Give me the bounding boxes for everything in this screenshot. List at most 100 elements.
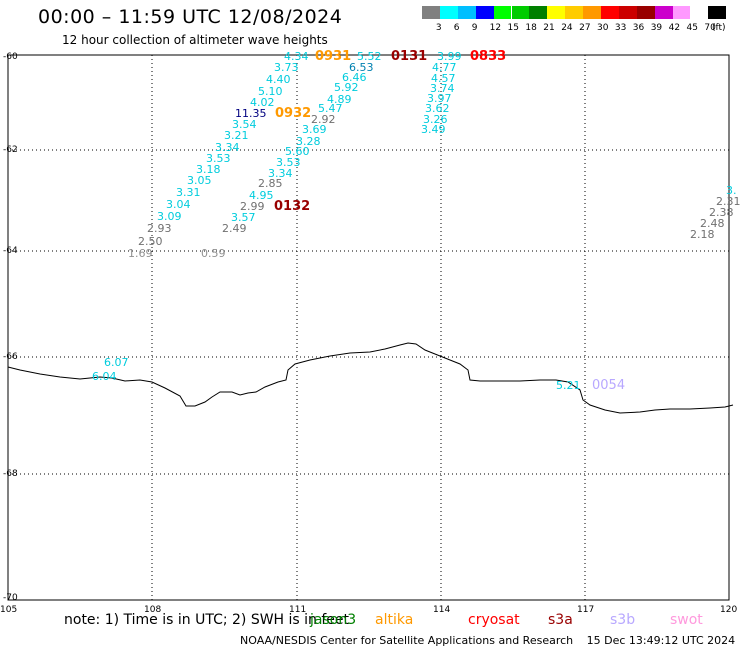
colorbar-swatch [583, 6, 601, 19]
wave-height-value: 3.69 [302, 123, 327, 136]
colorbar-tick-label: 15 [507, 23, 519, 33]
wave-height-value: 2.50 [138, 235, 163, 248]
wave-height-value: 5.21 [556, 379, 581, 392]
credit-org: NOAA/NESDIS Center for Satellite Applica… [240, 634, 574, 647]
colorbar-tick-label: 6 [453, 23, 460, 33]
wave-height-value: 3. [726, 184, 737, 197]
colorbar-swatch [618, 6, 637, 19]
colorbar-tick-label: 12 [489, 23, 502, 33]
wave-height-value: 4.89 [327, 93, 352, 106]
colorbar-tick-label: 3 [435, 23, 442, 33]
satellite-legend-item: swot [670, 612, 703, 628]
wave-height-value: 5.92 [334, 81, 359, 94]
wave-height-value: 3.04 [166, 198, 191, 211]
antarctic-coastline [7, 342, 734, 414]
longitude-label: 114 [433, 605, 451, 615]
wave-height-value: 2.85 [258, 177, 283, 190]
latitude-label: -68 [3, 469, 18, 479]
colorbar-tick-label: 30 [597, 23, 609, 33]
wave-height-value: 2.18 [690, 228, 715, 241]
colorbar-swatch [601, 6, 619, 19]
colorbar-swatch [565, 6, 584, 19]
pass-time-label: 0833 [470, 49, 507, 64]
pass-time-label: 0131 [391, 49, 428, 64]
wave-height-value: 3.74 [430, 82, 455, 95]
wave-height-value: 3.97 [427, 92, 452, 105]
wave-height-value: 4.77 [432, 61, 457, 74]
wave-height-value: 3.62 [425, 102, 450, 115]
wave-height-value: 3.53 [276, 156, 301, 169]
wave-height-value: 3.21 [224, 129, 249, 142]
wave-height-value: 5.10 [258, 85, 283, 98]
colorbar-swatch [457, 6, 476, 19]
wave-height-value: 2.49 [222, 222, 247, 235]
latitude-label: -70 [3, 593, 18, 603]
wave-height-value: 4.40 [266, 73, 291, 86]
wave-height-value: 4.02 [250, 96, 275, 109]
wave-height-value: 5.52 [357, 50, 382, 63]
wave-height-value: 6.53 [349, 61, 374, 74]
wave-height-value: 5.47 [318, 102, 343, 115]
satellite-legend-item: cryosat [468, 612, 520, 628]
footer-note: note: 1) Time is in UTC; 2) SWH is in fe… [64, 612, 350, 628]
map-title: 00:00 – 11:59 UTC 12/08/2024 [38, 6, 343, 28]
wave-height-value: 6.07 [104, 356, 129, 369]
wave-height-value: 4.34 [284, 50, 309, 63]
map-border [7, 54, 730, 601]
wave-height-value: 3.99 [437, 50, 462, 63]
colorbar-tick-label: 18 [525, 23, 537, 33]
pass-time-label: 0931 [315, 49, 352, 64]
colorbar-swatch [529, 6, 548, 19]
colorbar-swatch [493, 6, 512, 19]
longitude-label: 117 [577, 605, 595, 615]
colorbar-tick-label: 36 [632, 23, 645, 33]
latitude-label: -60 [3, 52, 18, 62]
wave-height-value: 2.48 [700, 217, 725, 230]
colorbar-swatch [690, 6, 709, 19]
satellite-legend-item: altika [375, 612, 414, 628]
wave-height-value: 11.35 [235, 107, 267, 120]
wave-height-value: 0.59 [201, 247, 226, 260]
colorbar-swatch [475, 6, 494, 19]
wave-height-value: 3.18 [196, 163, 221, 176]
colorbar-tick-label: 24 [561, 23, 573, 33]
colorbar-tick-label: 70 [704, 23, 716, 33]
pass-time-label: 0132 [274, 199, 311, 214]
wave-height-value: 5.60 [285, 145, 310, 158]
colorbar-tick-label: 21 [543, 23, 555, 33]
wave-height-value: 3.26 [423, 113, 448, 126]
colorbar-swatch [511, 6, 530, 19]
colorbar-tick-label: 33 [614, 23, 627, 33]
latitude-label: -64 [3, 246, 18, 256]
graticule [8, 55, 729, 600]
wave-height-value: 3.49 [421, 123, 446, 136]
pass-time-label: 0932 [275, 106, 312, 121]
wave-height-value: 3.31 [176, 186, 201, 199]
wave-height-value: 3.34 [215, 141, 240, 154]
wave-height-value: 6.04 [92, 370, 117, 383]
wave-height-value: 2.31 [716, 195, 740, 208]
colorbar-swatch [708, 6, 727, 19]
pass-time-label: 0054 [592, 378, 626, 393]
satellite-legend-item: s3a [548, 612, 573, 628]
credit-timestamp: 15 Dec 13:49:12 UTC 2024 [586, 634, 736, 647]
wave-height-value: 3.54 [232, 118, 257, 131]
wave-height-value: 4.57 [431, 72, 456, 85]
colorbar-tick-label: 9 [471, 23, 478, 33]
wave-height-value: 3.05 [187, 174, 212, 187]
colorbar-swatch [636, 6, 655, 19]
colorbar-swatch [422, 6, 440, 19]
colorbar-swatch [654, 6, 673, 19]
longitude-label: 111 [289, 605, 307, 615]
colorbar-swatch [439, 6, 458, 19]
colorbar-swatch [547, 6, 566, 19]
map-subtitle: 12 hour collection of altimeter wave hei… [62, 33, 328, 47]
latitude-label: -62 [3, 145, 18, 155]
wave-height-value: 2.93 [147, 222, 172, 235]
wave-height-value: 6.46 [342, 71, 367, 84]
longitude-label: 108 [144, 605, 162, 615]
colorbar-tick-label: 45 [686, 23, 698, 33]
satellite-legend-item: jason3 [310, 612, 357, 628]
colorbar-tick-label: 42 [668, 23, 681, 33]
wave-height-value: 2.99 [240, 200, 265, 213]
